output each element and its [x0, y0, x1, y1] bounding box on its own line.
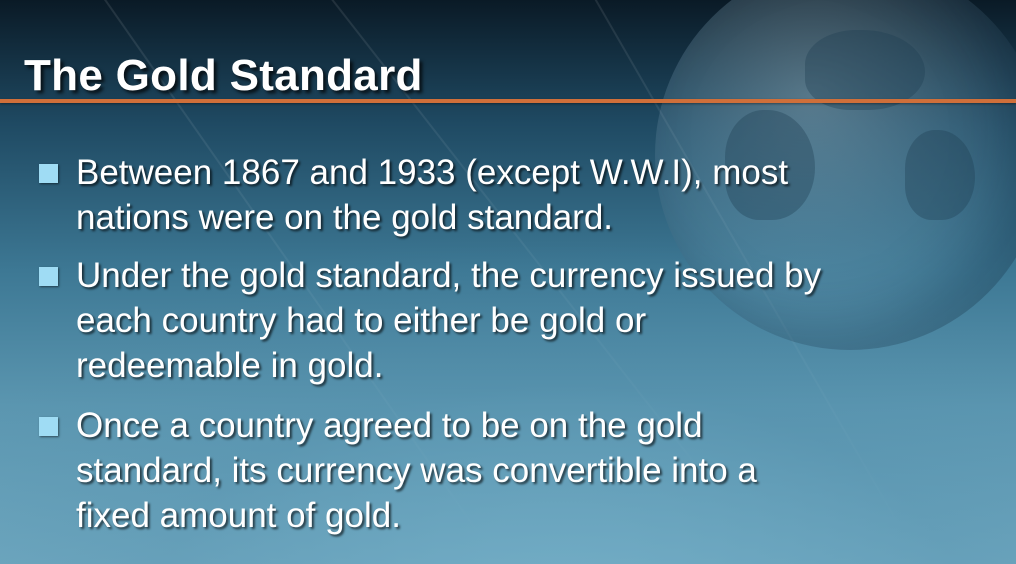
slide-title: The Gold Standard: [24, 51, 423, 100]
title-underline: [0, 99, 1016, 103]
globe-landmass: [905, 130, 975, 220]
square-bullet-icon: [39, 164, 58, 183]
globe-icon: [655, 0, 1016, 350]
bullet-text: Once a country agreed to be on the gold …: [76, 406, 757, 535]
bullet-text: Between 1867 and 1933 (except W.W.I), mo…: [76, 153, 789, 237]
square-bullet-icon: [39, 417, 58, 436]
globe-landmass: [725, 110, 815, 220]
square-bullet-icon: [39, 267, 58, 286]
globe-landmass: [805, 30, 925, 110]
bullet-text: Under the gold standard, the currency is…: [76, 256, 822, 385]
